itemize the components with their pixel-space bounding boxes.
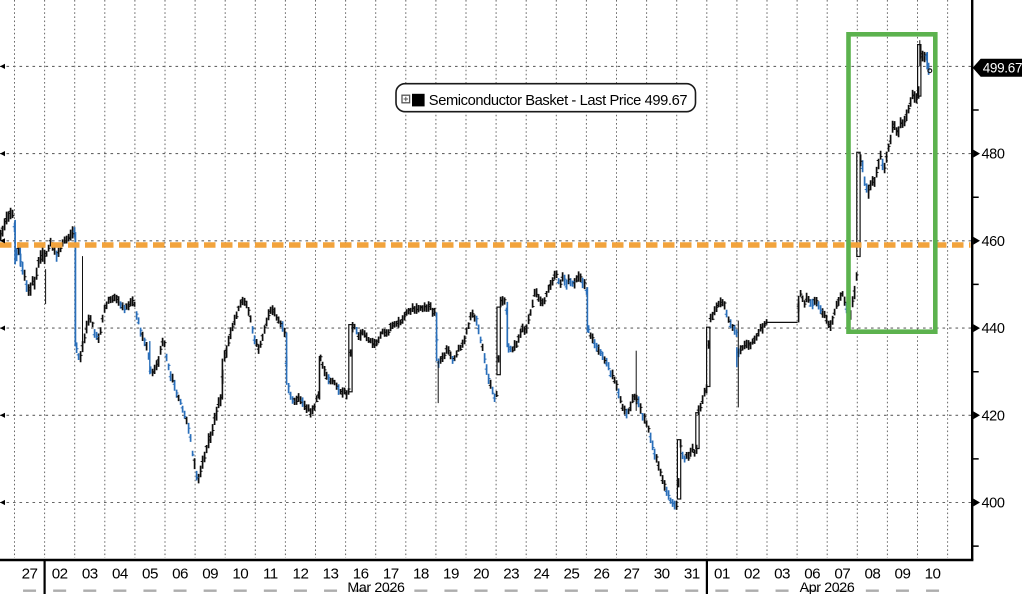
svg-text:420: 420: [982, 408, 1005, 424]
svg-text:Mar 2026: Mar 2026: [347, 580, 405, 594]
svg-text:400: 400: [982, 496, 1005, 512]
svg-text:11: 11: [263, 566, 278, 583]
svg-text:24: 24: [533, 566, 549, 583]
svg-text:17: 17: [383, 566, 399, 583]
svg-text:06: 06: [172, 566, 188, 583]
svg-text:01: 01: [714, 566, 730, 583]
svg-text:10: 10: [925, 566, 941, 583]
svg-text:460: 460: [982, 234, 1005, 250]
svg-text:16: 16: [353, 566, 369, 583]
svg-text:27: 27: [624, 566, 640, 583]
svg-text:480: 480: [982, 147, 1005, 163]
svg-text:20: 20: [473, 566, 489, 583]
svg-text:02: 02: [744, 566, 760, 583]
svg-text:13: 13: [323, 566, 339, 583]
svg-text:04: 04: [112, 566, 128, 583]
svg-text:05: 05: [142, 566, 158, 583]
svg-text:07: 07: [834, 566, 850, 583]
svg-text:03: 03: [774, 566, 790, 583]
svg-text:10: 10: [232, 566, 248, 583]
svg-text:26: 26: [594, 566, 610, 583]
svg-text:23: 23: [503, 566, 519, 583]
svg-text:31: 31: [684, 566, 700, 583]
svg-text:18: 18: [413, 566, 429, 583]
svg-text:Semiconductor Basket - Last Pr: Semiconductor Basket - Last Price 499.67: [429, 93, 688, 109]
svg-text:02: 02: [52, 566, 68, 583]
svg-text:Apr 2026: Apr 2026: [800, 580, 855, 594]
svg-text:08: 08: [864, 566, 880, 583]
svg-text:19: 19: [443, 566, 459, 583]
svg-text:25: 25: [563, 566, 579, 583]
svg-text:06: 06: [804, 566, 820, 583]
svg-text:09: 09: [202, 566, 218, 583]
svg-text:03: 03: [82, 566, 98, 583]
svg-text:09: 09: [895, 566, 911, 583]
svg-text:12: 12: [293, 566, 309, 583]
svg-text:30: 30: [654, 566, 670, 583]
svg-text:499.67: 499.67: [983, 61, 1022, 76]
svg-text:440: 440: [982, 321, 1005, 337]
svg-text:27: 27: [22, 566, 38, 583]
